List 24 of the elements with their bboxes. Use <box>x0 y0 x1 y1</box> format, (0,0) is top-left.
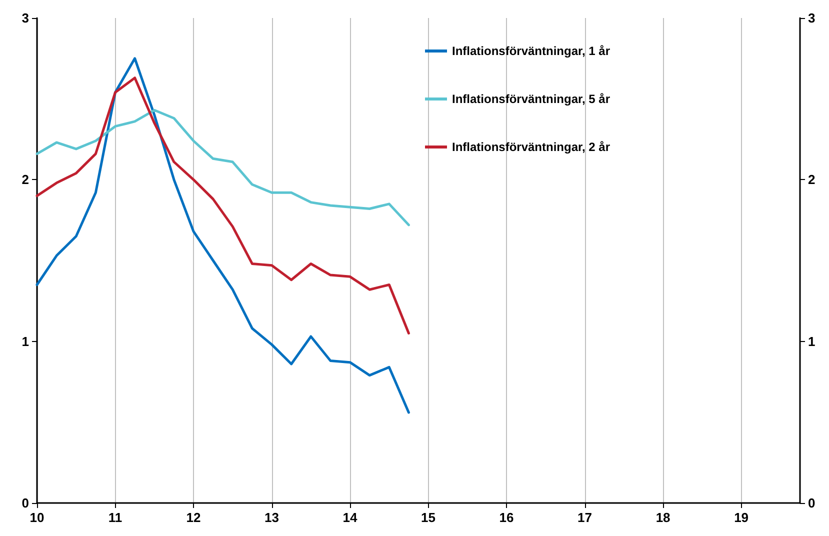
legend-label: Inflationsförväntningar, 1 år <box>452 44 610 58</box>
x-tick-label: 16 <box>499 510 514 525</box>
y-tick-label: 1 <box>22 334 29 349</box>
y2-tick-label: 3 <box>808 10 816 26</box>
line-series <box>36 76 410 334</box>
y-tick-label: 0 <box>22 496 29 510</box>
line-series <box>36 57 410 414</box>
y2-tick-label: 1 <box>808 334 816 349</box>
x-tick-label: 11 <box>108 510 122 525</box>
y-tick-label: 2 <box>22 172 29 188</box>
y-tick-label: 3 <box>22 10 29 26</box>
x-tick-label: 15 <box>421 510 436 525</box>
x-tick-label: 10 <box>30 510 44 525</box>
y2-tick-label: 2 <box>808 172 816 188</box>
x-tick-label: 17 <box>578 510 592 525</box>
x-tick-label: 18 <box>656 510 670 525</box>
line-series <box>36 108 410 226</box>
y2-tick-label: 0 <box>808 496 816 510</box>
x-tick-label: 13 <box>264 510 280 525</box>
x-tick-label: 12 <box>186 510 201 525</box>
x-tick-label: 19 <box>734 510 749 525</box>
legend-label: Inflationsförväntningar, 2 år <box>452 140 610 154</box>
x-tick-label: 14 <box>342 510 358 525</box>
legend-label: Inflationsförväntningar, 5 år <box>452 92 610 106</box>
